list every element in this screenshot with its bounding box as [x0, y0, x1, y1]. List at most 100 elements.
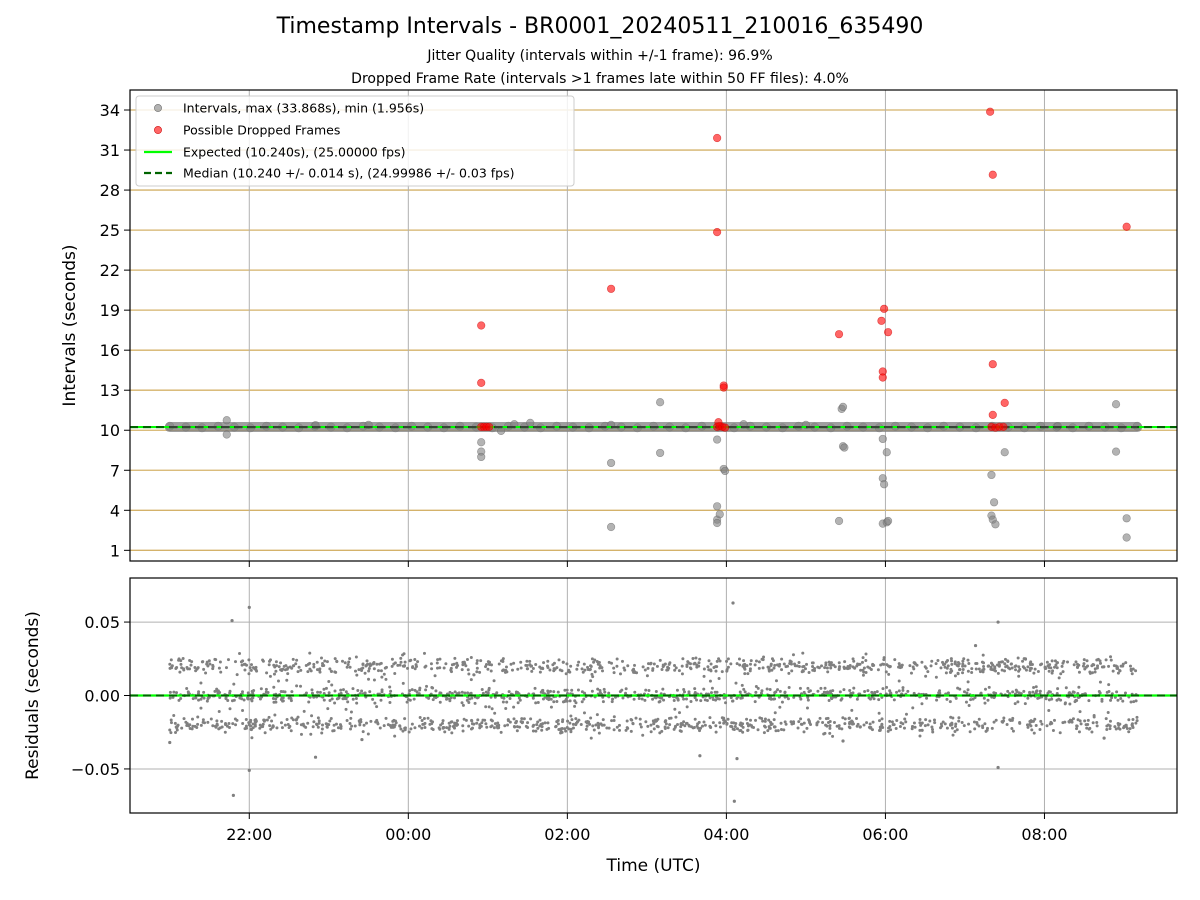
residual-point — [486, 667, 490, 671]
residual-point — [373, 701, 377, 705]
residual-point — [652, 662, 656, 666]
residual-point — [556, 690, 560, 694]
residual-point — [280, 695, 284, 699]
residual-point — [546, 721, 550, 725]
residual-point — [189, 663, 193, 667]
residual-point — [443, 730, 447, 734]
residual-point — [682, 688, 686, 692]
residual-point — [643, 668, 647, 672]
residual-point — [702, 667, 706, 671]
residual-point — [388, 685, 392, 689]
residual-point — [966, 680, 970, 684]
residual-point — [413, 667, 417, 671]
residual-point — [441, 719, 445, 723]
residual-point — [522, 717, 526, 721]
residual-point — [1039, 719, 1043, 723]
residual-point — [201, 718, 205, 722]
residual-point — [684, 697, 688, 701]
residual-point — [738, 690, 742, 694]
residual-point — [268, 659, 272, 663]
interval-point — [656, 448, 665, 458]
residual-point — [890, 720, 894, 724]
residual-point — [859, 668, 863, 672]
residual-point — [829, 696, 833, 700]
residual-point — [734, 681, 738, 685]
residual-point — [328, 667, 332, 671]
residual-point — [348, 665, 352, 669]
residual-point — [382, 672, 386, 676]
residual-point — [423, 665, 427, 669]
residual-point — [231, 722, 235, 726]
residual-point — [837, 661, 841, 665]
residual-point — [580, 690, 584, 694]
residual-point — [892, 723, 896, 727]
residual-outlier-point — [230, 618, 234, 623]
residual-point — [754, 659, 758, 663]
residual-point — [345, 718, 349, 722]
residual-point — [168, 662, 172, 666]
residual-point — [982, 665, 986, 669]
residual-point — [465, 698, 469, 702]
residual-point — [913, 662, 917, 666]
residual-point — [267, 663, 271, 667]
residual-point — [1031, 690, 1035, 694]
residual-point — [1105, 724, 1109, 728]
residual-point — [663, 662, 667, 666]
residual-point — [660, 729, 664, 733]
residual-point — [621, 696, 625, 700]
residual-point — [312, 662, 316, 666]
residual-point — [610, 661, 614, 665]
residual-point — [965, 691, 969, 695]
residual-point — [321, 662, 325, 666]
top-ytick-label: 7 — [110, 461, 120, 480]
residual-point — [513, 725, 517, 729]
residual-point — [169, 731, 173, 735]
residual-point — [1116, 698, 1120, 702]
residual-point — [265, 718, 269, 722]
residual-point — [530, 669, 534, 673]
residual-point — [1134, 721, 1138, 725]
residual-point — [960, 721, 964, 725]
residual-point — [1078, 719, 1082, 723]
residual-point — [901, 686, 905, 690]
residual-point — [966, 688, 970, 692]
residual-point — [299, 732, 303, 736]
residual-point — [868, 697, 872, 701]
residual-point — [726, 665, 730, 669]
residual-point — [825, 724, 829, 728]
residual-point — [665, 668, 669, 672]
residual-point — [1051, 728, 1055, 732]
interval-point — [222, 416, 231, 425]
residual-outlier-point — [735, 757, 739, 761]
residual-point — [666, 726, 670, 730]
residual-point — [512, 661, 516, 665]
residual-point — [531, 667, 535, 671]
residual-point — [802, 730, 806, 734]
residual-point — [356, 689, 360, 693]
residual-point — [769, 723, 773, 727]
residual-point — [316, 690, 320, 694]
residual-point — [469, 691, 473, 695]
residual-point — [580, 700, 584, 704]
chart-title: Timestamp Intervals - BR0001_20240511_21… — [276, 14, 924, 39]
residual-point — [724, 701, 728, 705]
residual-point — [244, 724, 248, 728]
residual-point — [1015, 690, 1019, 694]
residual-point — [693, 687, 697, 691]
residual-point — [487, 686, 491, 690]
residual-point — [438, 657, 442, 661]
residual-point — [620, 659, 624, 663]
residual-point — [655, 664, 659, 668]
dropped-frame-point — [878, 373, 887, 382]
residual-point — [861, 656, 865, 660]
residual-point — [583, 668, 587, 672]
residual-point — [526, 667, 530, 671]
residual-point — [951, 716, 955, 720]
residual-point — [902, 726, 906, 730]
residual-point — [176, 723, 180, 727]
residual-point — [886, 729, 890, 733]
residual-point — [714, 724, 718, 728]
interval-point — [991, 520, 1000, 529]
residual-point — [695, 663, 699, 667]
residual-point — [597, 731, 601, 735]
